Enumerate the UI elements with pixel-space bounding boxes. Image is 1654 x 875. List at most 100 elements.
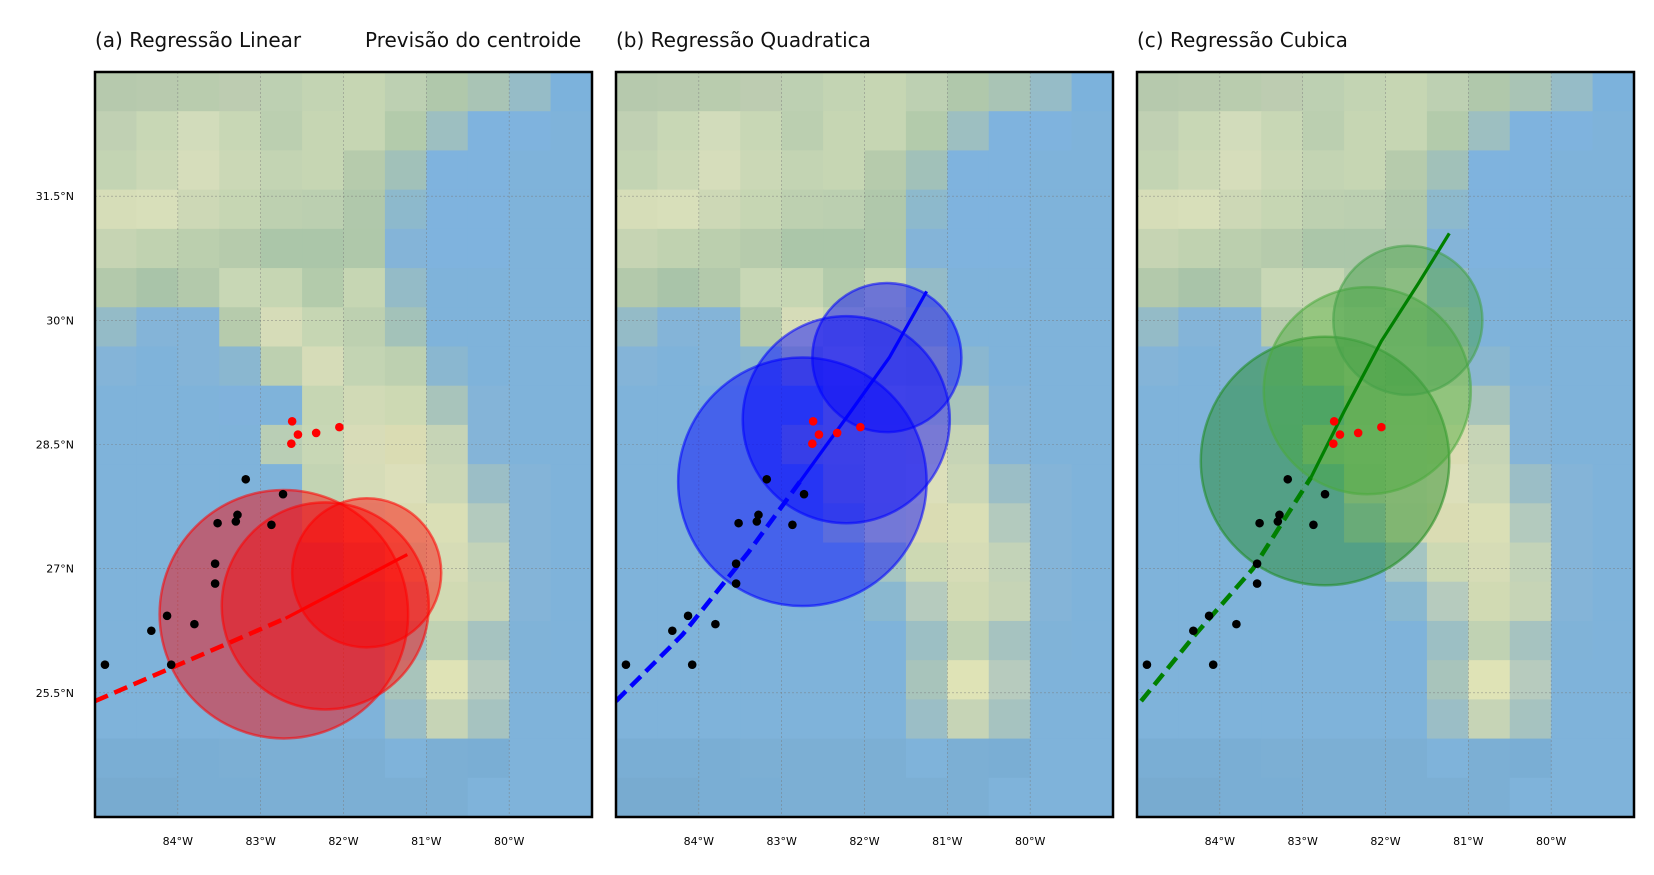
field-cell [260, 581, 303, 622]
x-tick-label: 82°W [328, 835, 358, 848]
field-cell [343, 228, 386, 269]
field-cell [260, 228, 303, 269]
observed-point [162, 611, 172, 621]
field-cell [1509, 385, 1552, 426]
field-cell [426, 111, 469, 152]
field-cell [1509, 464, 1552, 504]
forecast-track-solid [1309, 232, 1451, 479]
field-cell [988, 581, 1031, 622]
field-cell [1344, 464, 1387, 504]
panel-cubic: 84°W 83°W 82°W 81°W 80°W [1135, 70, 1636, 848]
field-cell [136, 738, 179, 779]
field-cell [657, 268, 700, 308]
field-cell [177, 346, 220, 387]
field-cell [1261, 346, 1304, 387]
field-cell [136, 307, 179, 348]
field-cell [740, 189, 783, 230]
field-cell [698, 307, 741, 348]
field-cell [1178, 307, 1221, 348]
field-cell [1592, 660, 1634, 700]
field-cell [1344, 150, 1387, 191]
field-cell [657, 111, 700, 152]
field-cell [1592, 581, 1634, 622]
field-cell [864, 777, 907, 817]
field-cell [1261, 72, 1304, 112]
field-cell [1509, 268, 1552, 308]
field-cell [947, 72, 990, 112]
forecast-point [1353, 428, 1363, 438]
field-cell [823, 150, 866, 191]
field-cell [905, 385, 948, 426]
field-cell [1509, 581, 1552, 622]
field-cell [1137, 307, 1180, 348]
field-cell [219, 385, 262, 426]
field-cell [1385, 503, 1428, 544]
field-cell [509, 307, 552, 348]
field-cell [1426, 72, 1469, 112]
y-tick-label: 31.5°N [36, 190, 74, 203]
field-cell [616, 189, 659, 230]
field-cell [219, 581, 262, 622]
field-cell [1030, 542, 1073, 583]
field-cell [1178, 542, 1221, 583]
forecast-point [808, 417, 818, 426]
field-cell [426, 738, 469, 779]
field-cell [343, 581, 386, 622]
field-cell [1219, 307, 1262, 348]
field-cell [467, 385, 510, 426]
panel-quadratic: 84°W 83°W 82°W 81°W 80°W [614, 70, 1115, 848]
field-cell [1468, 72, 1511, 112]
field-cell [1592, 189, 1634, 230]
fitted-track-dashed [95, 616, 287, 704]
field-cell [1509, 346, 1552, 387]
field-cell [509, 346, 552, 387]
field-cell [1344, 346, 1387, 387]
field-cell [219, 111, 262, 152]
field-cell [509, 268, 552, 308]
field-cell [95, 111, 138, 152]
field-cell [698, 189, 741, 230]
field-cell [136, 777, 179, 817]
field-cell [95, 228, 138, 269]
field-cell [467, 346, 510, 387]
observed-point [687, 660, 697, 669]
field-cell [509, 660, 552, 700]
field-cell [1551, 777, 1594, 817]
field-cell [1219, 268, 1262, 308]
field-cell [426, 660, 469, 700]
field-cell [698, 660, 741, 700]
field-cell [740, 620, 783, 661]
field-cell [823, 307, 866, 348]
field-cell [1261, 620, 1304, 661]
field-cell [616, 620, 659, 661]
field-cell [1137, 620, 1180, 661]
field-cell [302, 581, 345, 622]
field-cell [1219, 464, 1262, 504]
field-cell [988, 150, 1031, 191]
observed-point [1273, 517, 1283, 526]
field-cell [1302, 620, 1345, 661]
field-cell [219, 72, 262, 112]
field-cell [740, 150, 783, 191]
field-cell [384, 738, 427, 779]
field-cell [905, 189, 948, 230]
field-cell [864, 268, 907, 308]
field-cell [177, 385, 220, 426]
panel-linear: 84°W 83°W 82°W 81°W 80°W 25.5°N 27°N 28.5°N 30°… [36, 70, 594, 848]
field-cell [1261, 777, 1304, 817]
field-cell [740, 346, 783, 387]
field-cell [95, 777, 138, 817]
field-cell [988, 777, 1031, 817]
forecast-point [1377, 422, 1386, 432]
field-cell [1551, 581, 1594, 622]
field-cell [509, 699, 552, 740]
field-cell [467, 620, 510, 661]
observed-point [100, 660, 110, 669]
field-cell [384, 777, 427, 817]
field-cell [1178, 111, 1221, 152]
field-cell [905, 72, 948, 112]
field-cell [260, 346, 303, 387]
field-cell [1302, 189, 1345, 230]
field-cell [550, 464, 592, 504]
field-cell [947, 150, 990, 191]
